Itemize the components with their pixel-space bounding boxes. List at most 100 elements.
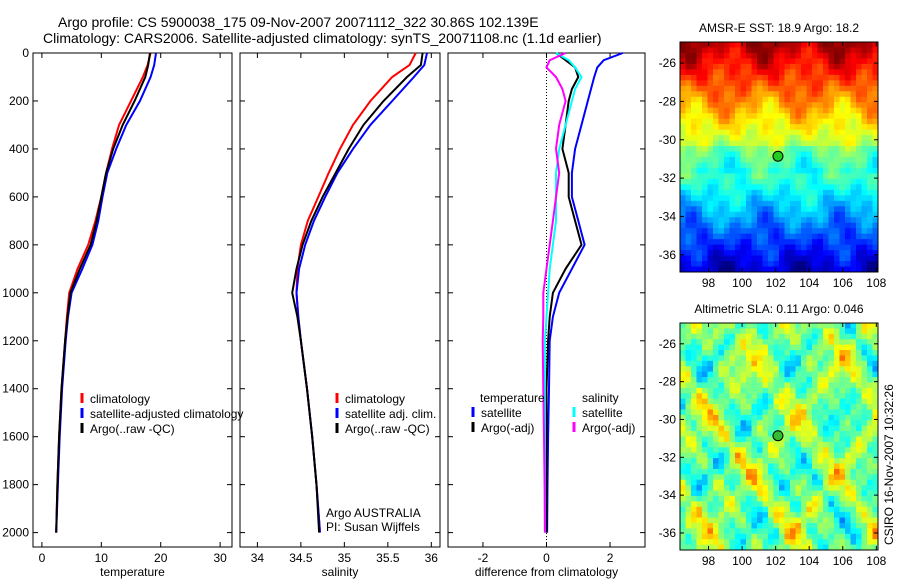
map-cell — [834, 69, 840, 76]
map-cell — [724, 167, 730, 174]
map-cell — [724, 339, 730, 346]
map-cell — [867, 200, 873, 207]
map-cell — [724, 233, 730, 240]
map-cell — [806, 244, 813, 251]
map-cell — [751, 404, 758, 410]
map-cell — [713, 85, 719, 92]
map-cell — [702, 206, 708, 213]
map-cell — [768, 350, 774, 356]
map-cell — [773, 173, 780, 180]
map-cell — [795, 458, 802, 465]
map-cell — [850, 173, 857, 180]
map-cell — [790, 371, 796, 378]
map-cell — [861, 382, 868, 389]
map-cell — [828, 91, 835, 98]
map-cell — [790, 458, 796, 465]
map-cell — [856, 539, 862, 546]
map-cell — [784, 490, 791, 497]
map-cell — [713, 382, 719, 389]
map-cell — [768, 200, 774, 207]
map-cell — [856, 118, 862, 125]
map-cell — [707, 255, 714, 262]
map-cell — [817, 52, 824, 59]
map-cell — [713, 355, 719, 362]
map-cell — [751, 146, 758, 153]
map-cell — [784, 517, 791, 524]
map-cell — [790, 261, 796, 268]
map-cell — [861, 63, 868, 70]
map-cell — [867, 113, 873, 120]
map-cell — [724, 63, 730, 70]
map-cell — [817, 479, 824, 486]
map-cell — [696, 140, 703, 147]
map-cell — [861, 458, 868, 465]
map-cell — [696, 151, 703, 158]
map-cell — [762, 233, 769, 240]
map-cell — [823, 506, 829, 513]
map-cell — [707, 333, 714, 340]
map-cell — [707, 244, 714, 251]
map-cell — [740, 200, 747, 207]
map-cell — [834, 167, 840, 174]
map-cell — [729, 393, 736, 400]
map-cell — [790, 255, 796, 262]
map-cell — [812, 512, 818, 519]
map-cell — [680, 468, 686, 475]
map-cell — [702, 512, 708, 519]
map-cell — [740, 323, 747, 329]
map-cell — [768, 468, 774, 475]
map-cell — [839, 135, 846, 142]
map-cell — [729, 266, 736, 273]
map-cell — [839, 463, 846, 470]
y-tick-label: 1400 — [2, 382, 29, 396]
map-cell — [784, 80, 791, 87]
map-cell — [861, 173, 868, 180]
map-cell — [784, 42, 791, 48]
map-cell — [702, 387, 708, 394]
map-cell — [779, 239, 785, 246]
map-cell — [729, 544, 736, 551]
map-cell — [812, 404, 818, 410]
map-cell — [779, 393, 785, 400]
map-cell — [702, 328, 708, 335]
map-cell — [834, 102, 840, 109]
map-cell — [834, 485, 840, 492]
map-frame — [679, 322, 879, 551]
map-cell — [773, 506, 780, 513]
map-cell — [751, 184, 758, 191]
map-cell — [702, 58, 708, 65]
map-cell — [773, 52, 780, 59]
map-cell — [751, 533, 758, 540]
map-cell — [685, 452, 692, 459]
map-cell — [696, 441, 703, 448]
map-cell — [680, 178, 686, 185]
map-cell — [801, 474, 807, 481]
map-cell — [850, 200, 857, 207]
map-cell — [762, 42, 769, 48]
map-cell — [746, 266, 752, 273]
map-cell — [773, 178, 780, 185]
map-cell — [768, 339, 774, 346]
map-cell — [867, 135, 873, 142]
map-cell — [834, 501, 840, 508]
map-cell — [691, 102, 697, 109]
map-cell — [740, 533, 747, 540]
map-cell — [762, 539, 769, 546]
map-cell — [757, 124, 763, 131]
map-cell — [845, 47, 851, 54]
map-cell — [740, 458, 747, 465]
map-cell — [691, 63, 697, 70]
map-cell — [856, 371, 862, 378]
map-cell — [790, 102, 796, 109]
map-cell — [718, 52, 725, 59]
map-cell — [718, 479, 725, 486]
map-cell — [790, 366, 796, 373]
map-cell — [872, 414, 879, 421]
map-cell — [707, 409, 714, 416]
plot-frame — [32, 52, 233, 548]
map-cell — [861, 420, 868, 427]
map-cell — [779, 463, 785, 470]
map-cell — [746, 501, 752, 508]
map-cell — [735, 69, 741, 76]
map-cell — [680, 420, 686, 427]
